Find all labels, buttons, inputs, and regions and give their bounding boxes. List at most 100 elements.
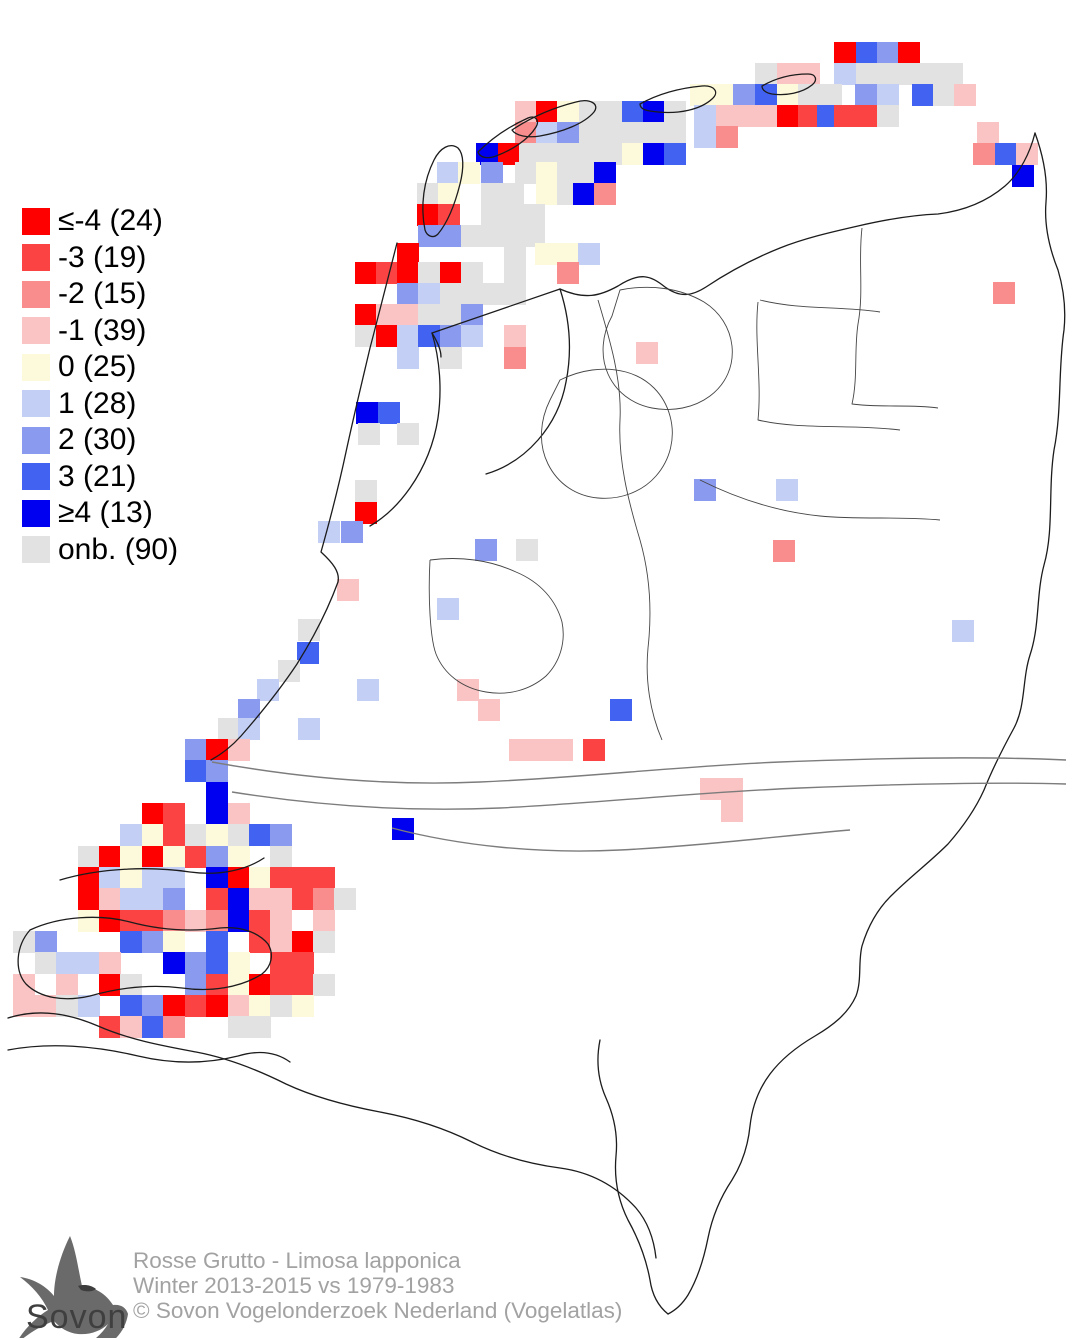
grid-cell xyxy=(249,995,271,1017)
grid-cell xyxy=(297,642,319,664)
grid-cell xyxy=(185,739,207,761)
grid-cell xyxy=(694,126,716,148)
legend-item: -1 (39) xyxy=(22,313,178,350)
legend-label: -2 (15) xyxy=(58,277,147,311)
grid-cell xyxy=(206,760,228,782)
grid-cell xyxy=(163,888,185,910)
grid-cell xyxy=(755,63,777,85)
grid-cell xyxy=(502,183,524,205)
grid-cell xyxy=(185,910,207,932)
grid-cell xyxy=(737,105,759,127)
grid-cell xyxy=(142,931,164,953)
grid-cell xyxy=(557,262,579,284)
grid-cell xyxy=(249,888,271,910)
grid-cell xyxy=(356,402,378,424)
grid-cell xyxy=(249,867,271,889)
grid-cell xyxy=(341,521,363,543)
grid-cell xyxy=(13,974,35,996)
grid-cell xyxy=(461,325,483,347)
grid-cell xyxy=(664,101,686,123)
grid-cell xyxy=(721,778,743,800)
grid-cell xyxy=(249,974,271,996)
legend-swatch xyxy=(22,499,50,527)
legend-label: ≤-4 (24) xyxy=(58,204,163,238)
grid-cell xyxy=(206,739,228,761)
grid-cell xyxy=(313,867,335,889)
grid-cell xyxy=(185,952,207,974)
grid-cell xyxy=(941,63,963,85)
grid-cell xyxy=(206,931,228,953)
grid-cell xyxy=(292,995,314,1017)
grid-cell xyxy=(206,867,228,889)
legend-swatch xyxy=(22,390,50,418)
grid-cell xyxy=(583,739,605,761)
grid-cell xyxy=(78,846,100,868)
grid-cell xyxy=(120,1016,142,1038)
grid-cell xyxy=(458,162,480,184)
grid-cell xyxy=(437,598,459,620)
grid-cell xyxy=(535,243,557,265)
grid-cell xyxy=(206,952,228,974)
grid-cell xyxy=(481,183,503,205)
legend-swatch xyxy=(22,536,50,564)
grid-cell xyxy=(318,521,340,543)
grid-cell xyxy=(776,479,798,501)
grid-cell xyxy=(690,84,712,106)
grid-cell xyxy=(995,143,1017,165)
grid-cell xyxy=(206,846,228,868)
grid-cell xyxy=(600,101,622,123)
grid-cell xyxy=(163,867,185,889)
grid-cell xyxy=(721,800,743,822)
legend-swatch xyxy=(22,353,50,381)
legend-label: -1 (39) xyxy=(58,313,147,347)
grid-cell xyxy=(536,101,558,123)
grid-cell xyxy=(142,803,164,825)
grid-cell xyxy=(270,888,292,910)
grid-cell xyxy=(249,931,271,953)
grid-cell xyxy=(457,679,479,701)
grid-cell xyxy=(622,143,644,165)
grid-cell xyxy=(206,803,228,825)
legend-item: 2 (30) xyxy=(22,422,178,459)
grid-cell xyxy=(206,995,228,1017)
grid-cell xyxy=(13,931,35,953)
grid-cell xyxy=(270,867,292,889)
grid-cell xyxy=(397,423,419,445)
legend-item: ≤-4 (24) xyxy=(22,203,178,240)
grid-cell xyxy=(481,204,503,226)
grid-cell xyxy=(504,283,526,305)
grid-cell xyxy=(820,84,842,106)
grid-cell xyxy=(515,122,537,144)
grid-cell xyxy=(777,63,799,85)
grid-cell xyxy=(643,122,665,144)
grid-cell xyxy=(475,539,497,561)
grid-cell xyxy=(292,974,314,996)
legend-label: onb. (90) xyxy=(58,532,179,566)
grid-cell xyxy=(206,782,228,804)
grid-cell xyxy=(877,84,899,106)
grid-cell xyxy=(120,931,142,953)
grid-cell xyxy=(600,122,622,144)
grid-cell xyxy=(716,105,738,127)
grid-cell xyxy=(578,243,600,265)
grid-cell xyxy=(877,63,899,85)
grid-cell xyxy=(120,846,142,868)
grid-cell xyxy=(437,162,459,184)
grid-cell xyxy=(504,243,526,265)
grid-cell xyxy=(536,162,558,184)
grid-cell xyxy=(99,952,121,974)
grid-cell xyxy=(206,910,228,932)
grid-cell xyxy=(163,1016,185,1038)
copyright-line: © Sovon Vogelonderzoek Nederland (Vogela… xyxy=(133,1298,623,1323)
grid-cell xyxy=(481,162,503,184)
grid-cell xyxy=(418,304,440,326)
legend-label: -3 (19) xyxy=(58,240,147,274)
grid-cell xyxy=(573,183,595,205)
grid-cell xyxy=(392,818,414,840)
grid-cell xyxy=(502,204,524,226)
grid-cell xyxy=(99,867,121,889)
grid-cell xyxy=(99,1016,121,1038)
grid-cell xyxy=(798,63,820,85)
grid-cell xyxy=(516,539,538,561)
grid-cell xyxy=(898,63,920,85)
